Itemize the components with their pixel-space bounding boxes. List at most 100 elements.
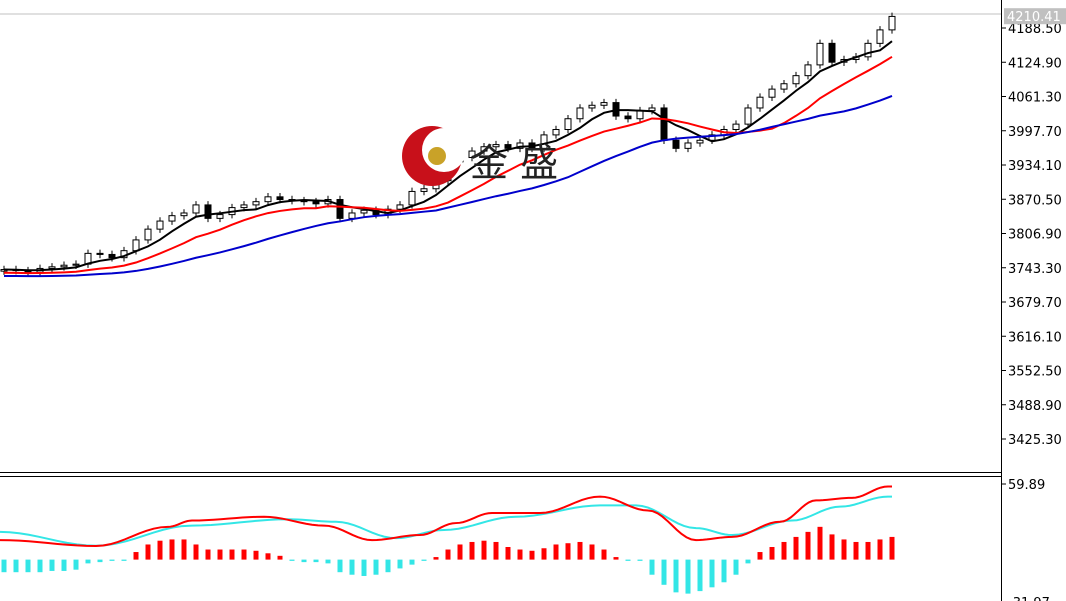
macd-histogram-bar	[457, 544, 463, 560]
watermark-text: 金 盛	[470, 141, 558, 185]
moving-average-line	[3, 40, 893, 272]
macd-histogram-bar	[757, 552, 763, 560]
macd-histogram-bar	[301, 559, 307, 563]
macd-histogram-bar	[349, 559, 355, 575]
macd-histogram-bar	[241, 549, 247, 560]
macd-histogram-bar	[697, 559, 703, 592]
candle	[804, 61, 812, 80]
macd-histogram-bar	[625, 559, 631, 561]
candle	[192, 201, 200, 217]
macd-histogram-bar	[193, 544, 199, 560]
y-tick-label: 3425.30	[1008, 433, 1062, 448]
logo-crescent-cutout	[422, 128, 466, 172]
candle	[864, 39, 872, 61]
y-tick-label: 3997.70	[1008, 125, 1062, 140]
y-tick-label: 4061.30	[1008, 91, 1062, 106]
y-tick-label: 3806.90	[1008, 228, 1062, 243]
candle	[180, 209, 188, 220]
y-tick-label: 3870.50	[1008, 193, 1062, 208]
candle	[156, 217, 164, 233]
y-tick-label: 3679.70	[1008, 296, 1062, 311]
y-tick-label: 3743.30	[1008, 262, 1062, 277]
macd-histogram-bar	[505, 547, 511, 560]
macd-histogram-bar	[601, 549, 607, 560]
candle	[264, 193, 272, 206]
macd-histogram-bar	[385, 559, 391, 573]
macd-histogram-bar	[73, 559, 79, 570]
macd-histogram-bar	[889, 536, 895, 560]
macd-histogram-bar	[421, 559, 427, 561]
macd-histogram-bar	[433, 557, 439, 560]
macd-histogram-bar	[361, 559, 367, 576]
candle	[492, 140, 500, 151]
candle	[660, 104, 668, 145]
candle	[624, 112, 632, 123]
macd-histogram-bar	[1, 559, 7, 573]
candle	[552, 125, 560, 139]
macd-histogram-bar	[169, 539, 175, 560]
macd-histogram-bar	[469, 541, 475, 560]
macd-histogram-bar	[733, 559, 739, 575]
macd-histogram-bar	[13, 559, 19, 573]
macd-histogram-bar	[289, 559, 295, 561]
candle	[24, 266, 32, 276]
macd-histogram-bar	[181, 539, 187, 560]
moving-average-line	[3, 95, 893, 278]
candle	[336, 195, 344, 223]
candle	[828, 39, 836, 66]
candle	[696, 136, 704, 147]
candle	[732, 120, 740, 134]
macd-histogram-bar	[49, 559, 55, 571]
macd-histogram-bar	[337, 559, 343, 573]
macd-histogram-bar	[133, 552, 139, 560]
macd-histogram-bar	[121, 559, 127, 561]
candle	[576, 104, 584, 123]
macd-panel	[0, 485, 895, 594]
macd-histogram-bar	[325, 559, 331, 564]
y-tick-label: 3616.10	[1008, 330, 1062, 345]
macd-histogram-bar	[493, 541, 499, 560]
macd-histogram-bar	[373, 559, 379, 575]
candle	[96, 249, 104, 259]
macd-histogram-bar	[793, 536, 799, 560]
macd-histogram-bar	[553, 544, 559, 560]
macd-histogram-bar	[205, 549, 211, 560]
macd-histogram-bar	[529, 550, 535, 560]
macd-histogram-bar	[589, 544, 595, 560]
y-tick-label: 3552.50	[1008, 365, 1062, 380]
candle	[888, 12, 896, 34]
macd-histogram-bar	[637, 559, 643, 561]
macd-histogram-bar	[157, 540, 163, 560]
macd-histogram-bar	[709, 559, 715, 588]
y-tick-label: 4124.90	[1008, 56, 1062, 71]
last-price-badge	[1004, 8, 1066, 25]
macd-histogram-bar	[685, 559, 691, 594]
macd-histogram-bar	[829, 534, 835, 560]
candle	[468, 147, 476, 162]
macd-histogram-bar	[805, 531, 811, 560]
y-tick-label: 3488.90	[1008, 399, 1062, 414]
macd-histogram-bar	[517, 549, 523, 560]
macd-histogram-bar	[109, 559, 115, 561]
macd-histogram-bar	[277, 555, 283, 560]
macd-histogram-bar	[673, 559, 679, 593]
watermark-logo: 金 盛	[402, 126, 558, 186]
macd-histogram-bar	[769, 547, 775, 560]
candle	[252, 197, 260, 209]
macd-histogram-bar	[217, 549, 223, 560]
candle	[204, 201, 212, 223]
candle	[636, 106, 644, 123]
macd-histogram-bar	[265, 553, 271, 560]
macd-histogram-bar	[649, 559, 655, 575]
macd-histogram-bar	[145, 544, 151, 560]
macd-histogram-bar	[661, 559, 667, 585]
macd-histogram-bar	[253, 550, 259, 560]
candle	[600, 98, 608, 110]
macd-histogram-bar	[97, 559, 103, 563]
candle	[792, 71, 800, 88]
macd-histogram-bar	[541, 548, 547, 560]
macd-histogram-bar	[229, 549, 235, 560]
candle	[756, 93, 764, 112]
candle	[480, 142, 488, 155]
macd-histogram-bar	[721, 559, 727, 583]
